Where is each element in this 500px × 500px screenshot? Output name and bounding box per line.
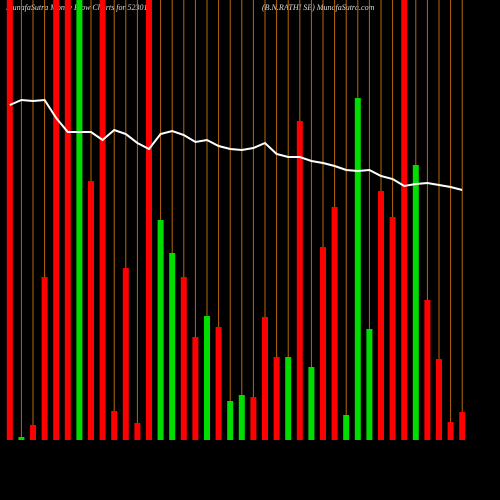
bar [320, 247, 326, 440]
bar [99, 0, 106, 440]
bar [30, 425, 36, 440]
bar [296, 121, 303, 440]
bar [41, 277, 48, 440]
line [9, 98, 463, 191]
bar [6, 0, 13, 440]
bar [447, 422, 454, 440]
bar [285, 357, 292, 440]
bar [146, 0, 152, 440]
bar [53, 0, 60, 440]
bar [424, 300, 431, 440]
bar [169, 253, 176, 440]
bar [354, 98, 361, 440]
bar [436, 359, 442, 440]
bar [343, 415, 350, 440]
chart-subtitle: (B.N.RATHI SE) MunafaSutra.com [262, 3, 375, 12]
bar [180, 277, 187, 440]
bar [18, 437, 25, 440]
bar [378, 191, 384, 440]
bar [192, 337, 199, 440]
bar [227, 401, 234, 440]
bar [331, 207, 338, 440]
bar [238, 395, 245, 440]
bar [64, 0, 71, 440]
bar [122, 268, 129, 440]
bar [308, 367, 315, 440]
bar [273, 357, 280, 440]
bar [389, 217, 396, 440]
bar [366, 329, 373, 440]
bar [412, 165, 419, 440]
bar [401, 0, 408, 440]
bar [111, 411, 118, 440]
bar [250, 397, 257, 440]
bar [88, 181, 94, 440]
bar [262, 317, 268, 440]
bar [204, 316, 210, 440]
bar [157, 220, 164, 440]
bar [76, 0, 83, 440]
bar [215, 327, 222, 440]
bar [134, 423, 141, 440]
bar [459, 412, 466, 440]
